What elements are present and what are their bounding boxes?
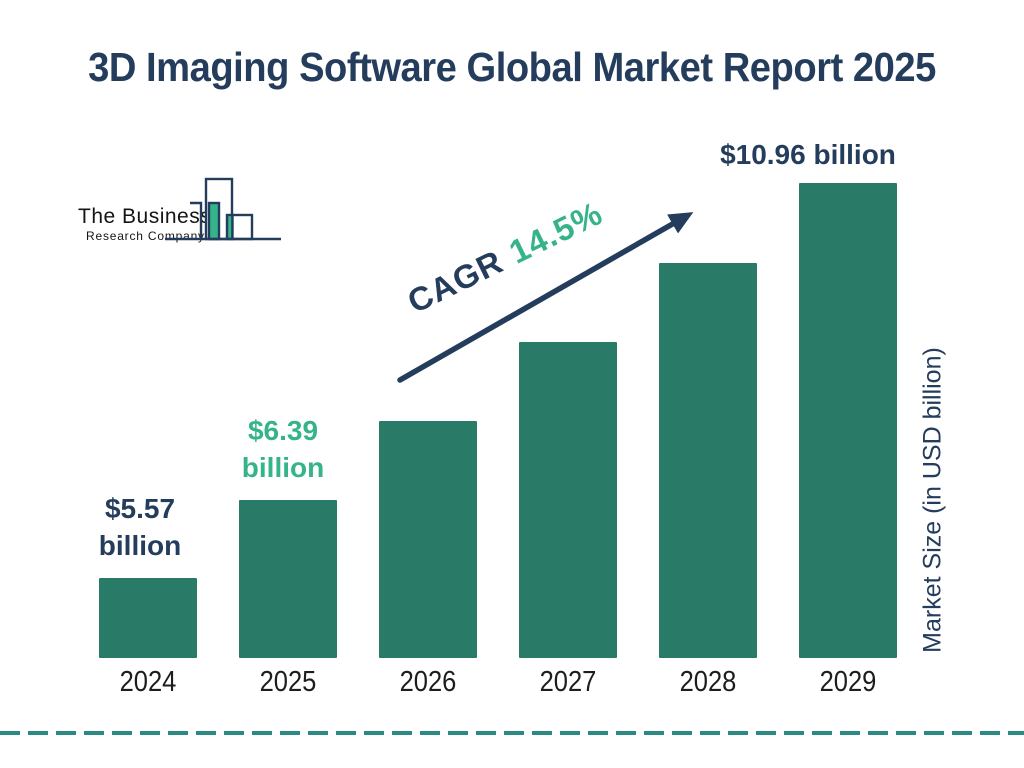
value-label-line: $5.57 (104, 493, 176, 524)
x-tick-2028: 2028 (679, 666, 737, 698)
value-label-2029: $10.96 billion (698, 136, 918, 173)
x-tick-2029: 2029 (819, 666, 877, 698)
x-tick-2026: 2026 (399, 666, 457, 698)
value-label-line: $10.96 billion (720, 139, 896, 170)
bar-2028 (659, 263, 757, 658)
value-label-line: $6.39 (247, 415, 319, 446)
x-tick-2025: 2025 (259, 666, 317, 698)
value-label-2025: $6.39 billion (173, 412, 393, 486)
bottom-dashed-divider (0, 731, 1024, 735)
bar-2027 (519, 342, 617, 658)
x-tick-2024: 2024 (119, 666, 177, 698)
x-tick-2027: 2027 (539, 666, 597, 698)
y-axis-label: Market Size (in USD billion) (918, 347, 947, 653)
value-label-2024: $5.57 billion (30, 490, 250, 564)
value-label-line: billion (241, 452, 325, 483)
bar-2025 (239, 500, 337, 658)
bar-2024 (99, 578, 197, 658)
bar-2029 (799, 183, 897, 658)
chart-title: 3D Imaging Software Global Market Report… (88, 44, 936, 90)
bar-2026 (379, 421, 477, 658)
value-label-line: billion (98, 530, 182, 561)
